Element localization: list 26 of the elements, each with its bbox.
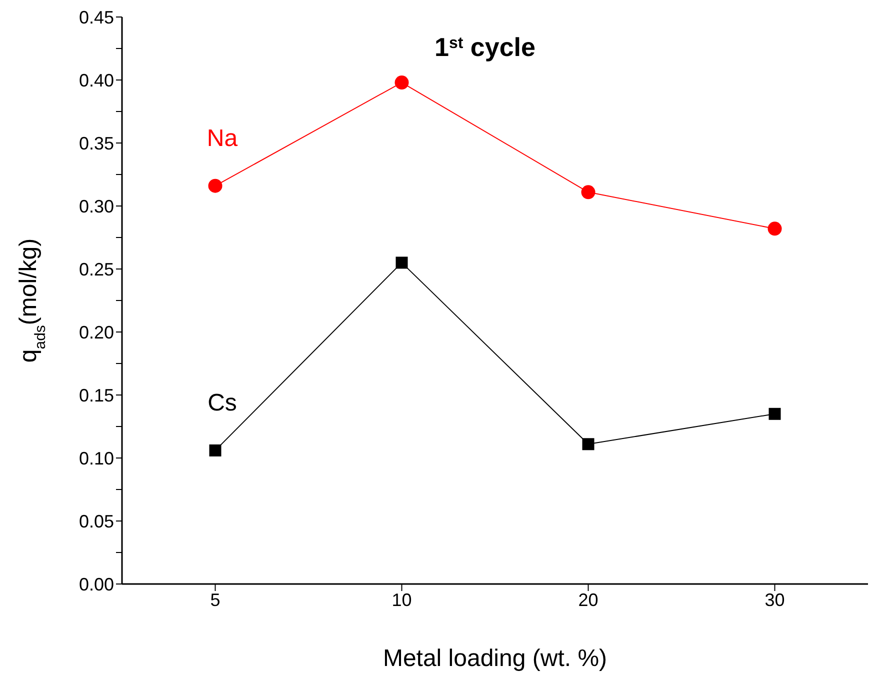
- y-tick-label: 0.40: [78, 70, 114, 90]
- point: [768, 408, 781, 420]
- x-tick-label: 20: [578, 590, 598, 610]
- y-tick-label: 0.10: [78, 448, 114, 468]
- point: [768, 222, 782, 236]
- x-tick-label: 10: [392, 590, 412, 610]
- point: [209, 444, 222, 456]
- y-tick-label: 0.35: [78, 133, 114, 154]
- y-tick-label: 0.30: [78, 196, 114, 216]
- series-label: Cs: [208, 389, 237, 416]
- x-axis-title: Metal loading (wt. %): [382, 645, 608, 672]
- point: [582, 438, 594, 450]
- series-label: Na: [206, 124, 238, 152]
- point: [581, 185, 596, 200]
- x-tick-label: 30: [764, 590, 785, 610]
- x-tick-label: 5: [210, 590, 220, 610]
- y-tick-label: 0.00: [78, 574, 114, 594]
- y-tick-label: 0.45: [78, 7, 114, 28]
- y-tick-label: 0.05: [78, 511, 114, 532]
- y-tick-label: 0.20: [78, 322, 114, 342]
- point: [208, 178, 222, 193]
- y-tick-label: 0.15: [78, 385, 114, 406]
- text: 1$^{st}$ cycle: [434, 32, 536, 62]
- y-tick-label: 0.25: [78, 259, 114, 280]
- point: [396, 256, 408, 269]
- point: [394, 76, 409, 90]
